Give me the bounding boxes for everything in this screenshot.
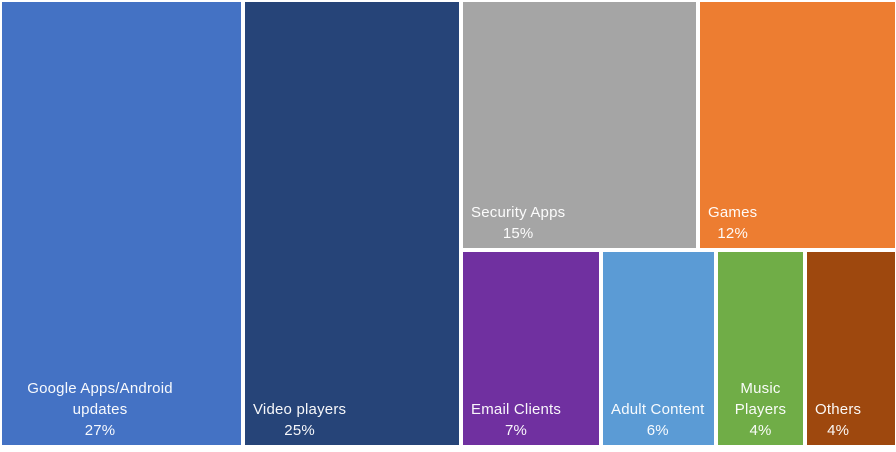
treemap-tile-games[interactable]: Games 12% [700,2,895,248]
tile-label: Music Players 4% [726,378,795,441]
treemap-tile-google-apps-android-updates[interactable]: Google Apps/Android updates 27% [2,2,241,445]
tile-value-label: 12% [717,225,748,242]
tile-label: Google Apps/Android updates 27% [10,378,190,441]
tile-category-label: Adult Content [611,401,705,418]
tile-value-label: 25% [284,422,315,439]
tile-value-label: 4% [749,422,772,439]
tile-label: Others 4% [815,399,861,441]
tile-category-label: Security Apps [471,204,566,221]
tile-category-label: Games [708,204,758,221]
tile-value-label: 27% [84,422,116,439]
tile-value-label: 7% [505,422,528,439]
treemap-tile-others[interactable]: Others 4% [807,252,895,445]
tile-label: Security Apps 15% [471,202,565,244]
tile-category-label: Video players [253,401,347,418]
tile-label: Games 12% [708,202,757,244]
treemap-tile-email-clients[interactable]: Email Clients 7% [463,252,599,445]
tile-category-label: Others [815,401,862,418]
tile-value-label: 4% [827,422,850,439]
tile-label: Adult Content 6% [611,399,705,441]
tile-value-label: 6% [646,422,669,439]
tile-category-label: Email Clients [471,401,562,418]
tile-label: Email Clients 7% [471,399,561,441]
treemap-tile-music-players[interactable]: Music Players 4% [718,252,803,445]
tile-category-label: Music Players [734,380,787,418]
tile-value-label: 15% [502,225,534,242]
tile-label: Video players 25% [253,399,346,441]
tile-category-label: Google Apps/Android updates [27,380,173,418]
treemap-tile-adult-content[interactable]: Adult Content 6% [603,252,714,445]
treemap-tile-security-apps[interactable]: Security Apps 15% [463,2,696,248]
treemap-tile-video-players[interactable]: Video players 25% [245,2,459,445]
